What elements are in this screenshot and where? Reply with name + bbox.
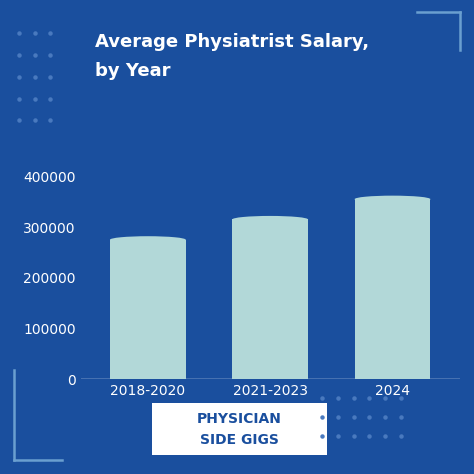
Bar [232, 219, 308, 379]
Bar [355, 199, 430, 379]
Bar [232, 219, 308, 223]
Bar [110, 240, 186, 379]
Text: SIDE GIGS: SIDE GIGS [200, 433, 279, 447]
Bar [355, 199, 430, 203]
Bar [110, 240, 186, 243]
Text: by Year: by Year [95, 62, 170, 80]
Text: Average Physiatrist Salary,: Average Physiatrist Salary, [95, 33, 369, 51]
Ellipse shape [110, 236, 186, 243]
Text: PHYSICIAN: PHYSICIAN [197, 411, 282, 426]
Ellipse shape [355, 196, 430, 203]
Ellipse shape [232, 216, 308, 223]
